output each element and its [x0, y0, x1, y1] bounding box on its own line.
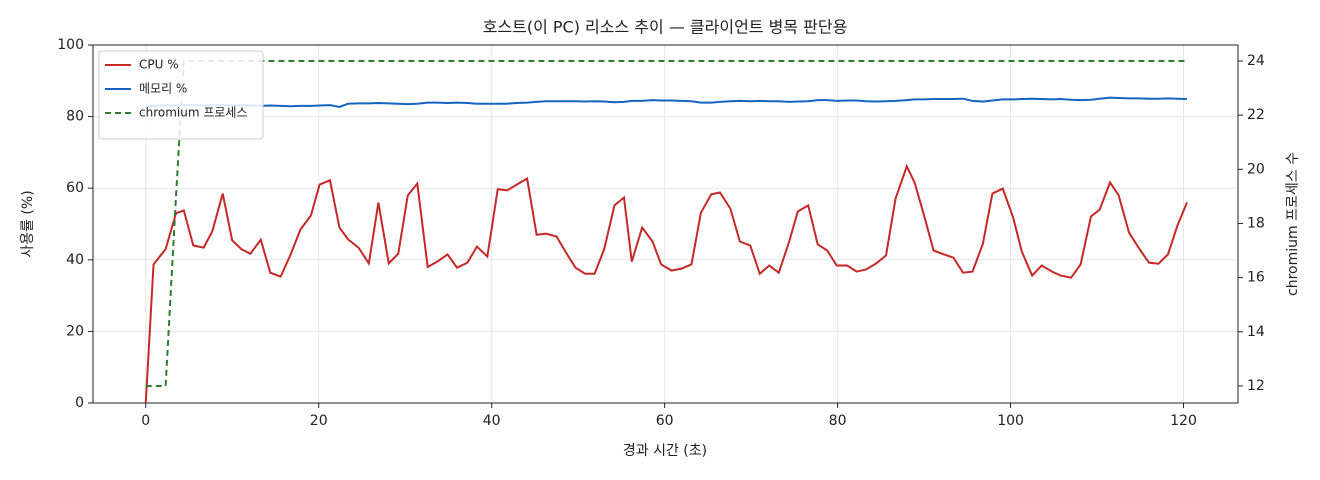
y-tick-label: 100 [57, 37, 84, 53]
series-line [145, 59, 1187, 387]
x-tick-label: 80 [829, 413, 847, 429]
x-tick-label: 120 [1170, 413, 1197, 429]
series-line [144, 163, 1188, 404]
legend-box [98, 50, 264, 140]
y2-tick-label: 20 [1247, 161, 1265, 177]
y2-tick-label: 14 [1247, 324, 1265, 340]
y-tick-label: 20 [66, 323, 84, 339]
x-tick-label: 40 [483, 413, 501, 429]
x-axis-label: 경과 시간 (초) [623, 443, 707, 459]
y-tick-label: 80 [66, 109, 84, 125]
y2-tick-label: 12 [1247, 378, 1265, 394]
x-tick-label: 20 [310, 413, 328, 429]
x-tick-label: 60 [656, 413, 674, 429]
legend-label: 메모리 % [139, 82, 187, 96]
y2-tick-label: 16 [1247, 270, 1265, 286]
x-tick-label: 100 [997, 413, 1024, 429]
series-line [145, 96, 1188, 108]
plot-frame [92, 44, 1239, 404]
x-tick-label: 0 [141, 413, 150, 429]
y-axis-label: 사용률 (%) [20, 190, 36, 257]
legend-label: chromium 프로세스 [139, 106, 248, 120]
chart-title: 호스트(이 PC) 리소스 추이 — 클라이언트 병목 판단용 [483, 18, 848, 37]
y2-tick-label: 22 [1247, 107, 1265, 123]
y-tick-label: 0 [75, 395, 84, 411]
y-tick-label: 60 [66, 180, 84, 196]
y2-axis-label: chromium 프로세스 수 [1285, 152, 1301, 296]
y2-tick-label: 24 [1247, 53, 1265, 69]
y-tick-label: 40 [66, 252, 84, 268]
legend: CPU % 메모리 % chromium 프로세스 [98, 50, 264, 140]
y2-tick-label: 18 [1247, 215, 1265, 231]
legend-label: CPU % [139, 58, 179, 72]
